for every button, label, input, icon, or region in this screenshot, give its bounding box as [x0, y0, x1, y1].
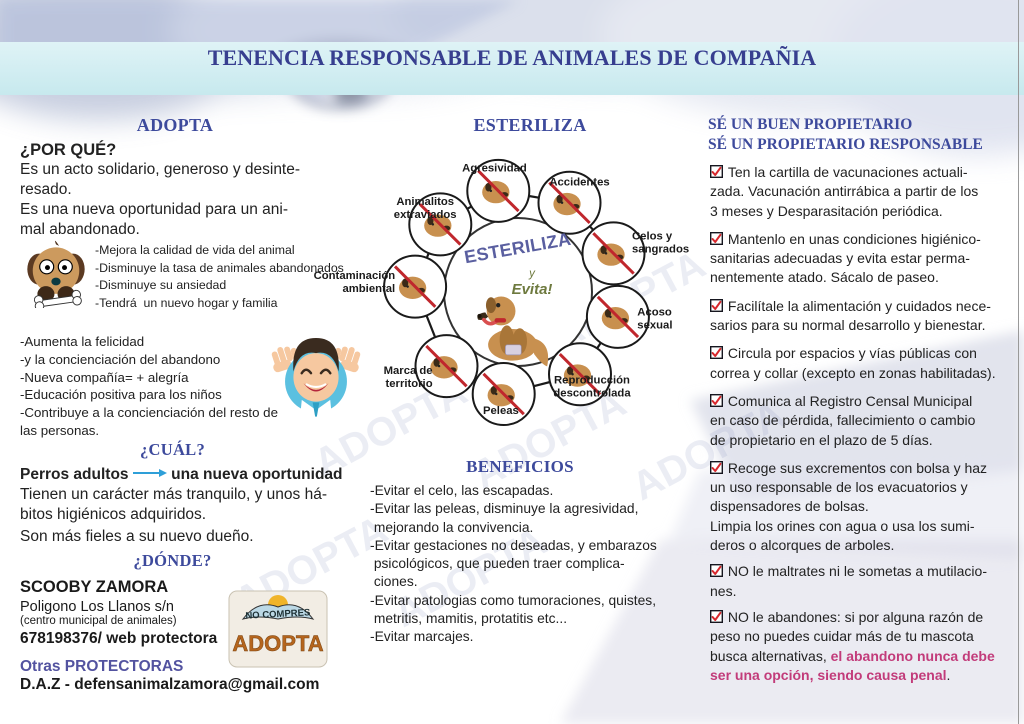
- svg-text:Peleas: Peleas: [483, 405, 519, 417]
- svg-text:Accidentes: Accidentes: [549, 177, 609, 189]
- svg-text:Evita!: Evita!: [512, 281, 553, 298]
- svg-text:Agresividad: Agresividad: [462, 162, 527, 174]
